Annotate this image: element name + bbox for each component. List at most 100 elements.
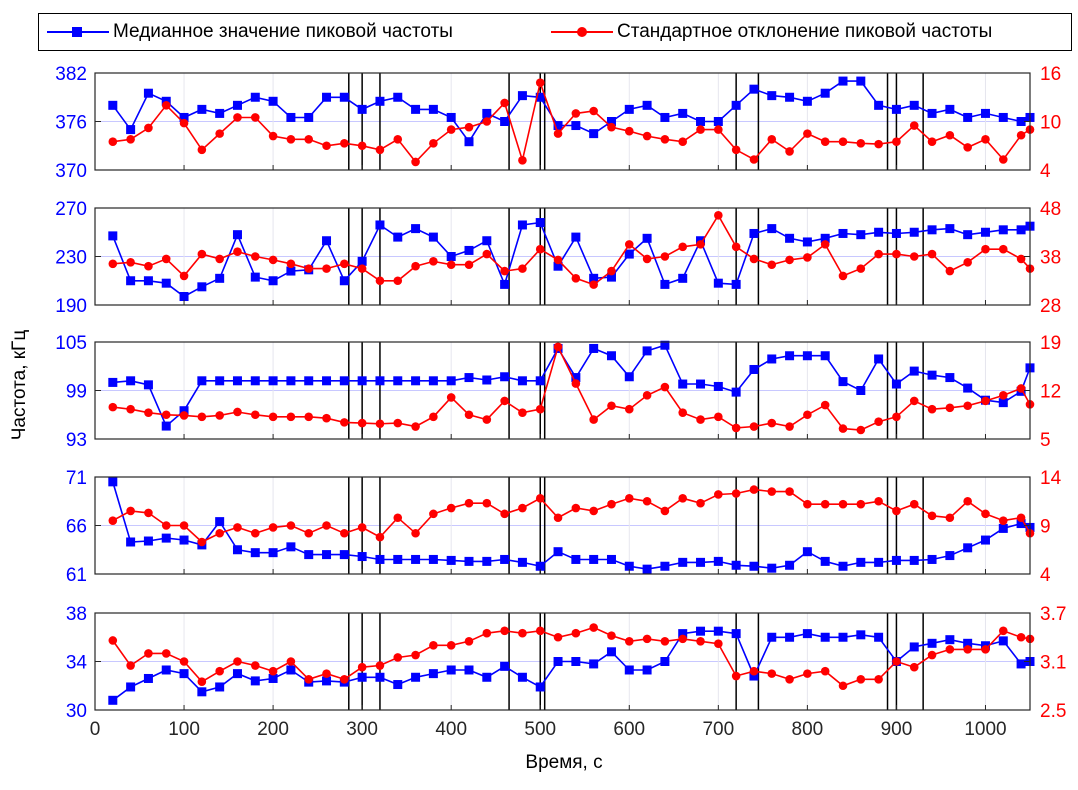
median-point — [927, 370, 937, 380]
median-point — [126, 537, 136, 547]
std-point — [767, 487, 777, 496]
median-point — [945, 635, 955, 645]
median-point — [286, 376, 296, 386]
std-point — [429, 139, 438, 148]
std-point — [714, 490, 723, 499]
std-point — [731, 145, 741, 155]
std-point — [126, 404, 135, 414]
std-point — [357, 662, 367, 672]
std-point — [856, 425, 866, 435]
x-tick-label: 600 — [613, 719, 645, 740]
median-point — [428, 554, 438, 564]
left-tick-label: 230 — [55, 248, 87, 269]
panel-4 — [94, 476, 1035, 575]
median-point — [232, 669, 242, 679]
median-point — [642, 346, 652, 356]
std-point — [375, 661, 385, 670]
std-point — [304, 134, 314, 144]
right-tick-label: 4 — [1040, 161, 1051, 182]
std-point — [820, 137, 830, 147]
median-point — [874, 632, 884, 642]
std-point — [909, 396, 919, 406]
median-point — [232, 376, 242, 386]
median-point — [553, 121, 563, 131]
median-point — [179, 406, 189, 416]
std-point — [892, 137, 901, 147]
median-point — [820, 351, 830, 361]
right-tick-label: 12 — [1040, 382, 1061, 403]
std-point — [286, 521, 296, 530]
legend-label-std: Стандартное отклонение пиковой частоты — [617, 21, 993, 42]
median-point — [108, 100, 118, 110]
std-point — [429, 641, 438, 650]
x-tick-label: 900 — [881, 719, 913, 740]
left-tick-label: 382 — [55, 64, 87, 85]
std-point — [803, 669, 812, 678]
median-point — [713, 117, 723, 126]
median-point — [179, 535, 189, 545]
std-point — [874, 674, 883, 684]
median-point — [411, 224, 421, 234]
median-point — [802, 96, 812, 106]
legend-swatch-std — [551, 27, 613, 37]
median-point — [446, 112, 456, 122]
std-point — [322, 413, 331, 423]
left-tick-label: 105 — [55, 333, 87, 354]
median-point — [749, 228, 759, 238]
std-point — [482, 415, 492, 424]
std-point — [197, 537, 207, 547]
std-point — [714, 210, 723, 220]
std-point — [482, 628, 492, 638]
std-point — [624, 494, 634, 503]
std-point — [963, 401, 972, 411]
median-point — [143, 276, 153, 286]
std-point — [607, 631, 616, 640]
median-point — [535, 561, 545, 571]
median-point — [980, 108, 990, 118]
std-point — [286, 259, 296, 269]
median-point — [874, 557, 884, 567]
median-point — [500, 372, 510, 382]
std-point — [838, 424, 848, 433]
std-point — [785, 487, 794, 496]
std-point — [126, 661, 135, 670]
median-point — [108, 477, 118, 487]
std-point — [233, 657, 242, 666]
std-point — [678, 634, 688, 644]
std-point — [179, 271, 189, 281]
median-point — [998, 112, 1008, 122]
std-point — [660, 252, 670, 261]
median-point — [143, 380, 153, 390]
std-point — [411, 422, 420, 431]
median-point — [606, 117, 616, 126]
x-axis-label: Время, с — [525, 752, 603, 773]
median-point — [339, 550, 349, 560]
std-point — [803, 129, 812, 138]
std-point — [197, 145, 207, 155]
std-point — [144, 408, 153, 417]
std-point — [322, 669, 331, 678]
std-point — [714, 412, 723, 422]
std-point — [108, 402, 118, 412]
std-point — [553, 632, 563, 642]
median-point — [874, 227, 884, 237]
std-point — [731, 671, 741, 681]
median-point — [731, 560, 741, 570]
median-point — [874, 100, 884, 110]
std-point — [678, 137, 688, 147]
median-point — [820, 88, 830, 98]
median-point — [553, 657, 563, 666]
std-point — [179, 118, 189, 128]
std-series-line — [112, 488, 1031, 543]
median-point — [891, 379, 901, 389]
std-point — [785, 674, 794, 684]
panel-5 — [94, 612, 1035, 711]
std-point — [785, 255, 794, 265]
std-point — [215, 411, 224, 420]
std-point — [446, 641, 456, 650]
std-point — [233, 523, 242, 532]
median-point — [785, 632, 795, 642]
std-point — [927, 404, 937, 414]
std-point — [1016, 632, 1026, 642]
std-series-line — [112, 213, 1031, 286]
